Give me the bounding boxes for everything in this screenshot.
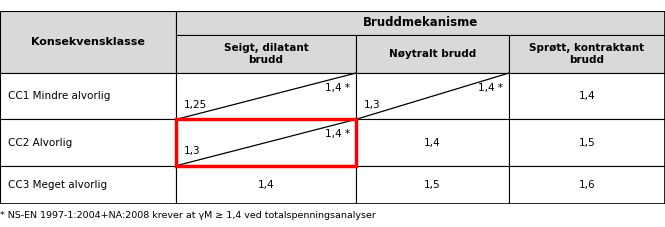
Text: CC1 Mindre alvorlig: CC1 Mindre alvorlig <box>8 91 110 101</box>
Text: 1,6: 1,6 <box>579 180 595 190</box>
Bar <box>356 73 509 119</box>
Text: 1,4 *: 1,4 * <box>325 83 350 93</box>
Text: 1,5: 1,5 <box>424 180 441 190</box>
Bar <box>509 119 665 166</box>
Bar <box>176 73 356 119</box>
Text: CC2 Alvorlig: CC2 Alvorlig <box>8 138 72 148</box>
Text: Bruddmekanisme: Bruddmekanisme <box>363 16 478 30</box>
Bar <box>509 73 665 119</box>
Text: * NS-EN 1997-1:2004+NA:2008 krever at γM ≥ 1,4 ved totalspenningsanalyser: * NS-EN 1997-1:2004+NA:2008 krever at γM… <box>0 211 376 220</box>
Bar <box>0 119 176 166</box>
Text: CC3 Meget alvorlig: CC3 Meget alvorlig <box>8 180 107 190</box>
Bar <box>356 119 509 166</box>
Bar <box>509 35 665 73</box>
Text: 1,3: 1,3 <box>184 146 201 156</box>
Bar <box>0 73 176 119</box>
Bar <box>509 166 665 204</box>
Bar <box>176 166 356 204</box>
Bar <box>356 166 509 204</box>
Text: 1,4 *: 1,4 * <box>325 129 350 139</box>
Text: Konsekvensklasse: Konsekvensklasse <box>31 37 145 47</box>
Text: 1,4: 1,4 <box>424 138 441 148</box>
Text: Sprøtt, kontraktant
brudd: Sprøtt, kontraktant brudd <box>529 43 644 65</box>
Bar <box>0 11 176 73</box>
Bar <box>176 119 356 166</box>
Text: 1,3: 1,3 <box>364 100 380 110</box>
Text: 1,25: 1,25 <box>184 100 207 110</box>
Text: 1,5: 1,5 <box>579 138 595 148</box>
Text: Seigt, dilatant
brudd: Seigt, dilatant brudd <box>223 43 309 65</box>
Text: 1,4: 1,4 <box>258 180 275 190</box>
Bar <box>0 166 176 204</box>
Bar <box>176 11 665 35</box>
Bar <box>176 119 356 166</box>
Text: 1,4: 1,4 <box>579 91 595 101</box>
Text: Nøytralt brudd: Nøytralt brudd <box>388 49 476 59</box>
Bar <box>176 35 356 73</box>
Text: 1,4 *: 1,4 * <box>478 83 503 93</box>
Bar <box>356 35 509 73</box>
